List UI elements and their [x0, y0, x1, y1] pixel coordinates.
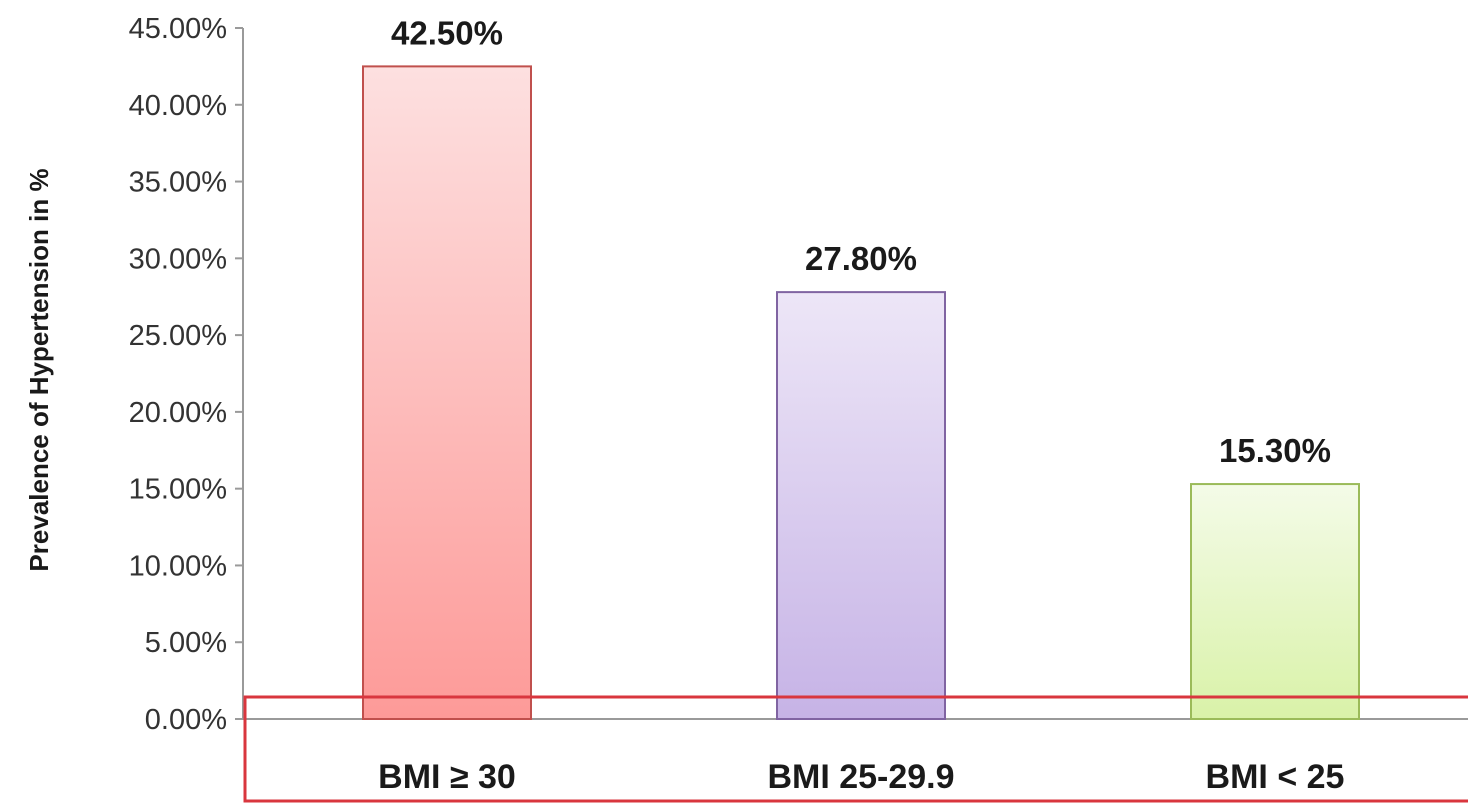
category-label: BMI 25-29.9: [767, 758, 954, 796]
y-tick-label: 25.00%: [129, 320, 227, 352]
y-tick-label: 5.00%: [145, 627, 227, 659]
value-labels: 42.50% 27.80% 15.30%: [391, 14, 1331, 469]
bar: [362, 65, 532, 720]
y-tick-label: 35.00%: [129, 167, 227, 199]
y-tick-label: 45.00%: [129, 13, 227, 45]
y-tick-label: 40.00%: [129, 90, 227, 122]
y-axis-title-group: Prevalence of Hypertension in %: [24, 168, 54, 571]
bar-value-label: 27.80%: [805, 240, 917, 277]
category-label: BMI < 25: [1206, 758, 1345, 796]
y-ticks: 0.00% 5.00% 10.00% 15.00% 20.00% 25.00% 30.00%…: [129, 13, 243, 736]
highlight-annotation: [243, 695, 1468, 803]
bar-value-label: 42.50%: [391, 14, 503, 51]
y-tick-label: 20.00%: [129, 397, 227, 429]
y-tick-label: 10.00%: [129, 550, 227, 582]
y-tick-label: 0.00%: [145, 704, 227, 736]
y-axis-title: Prevalence of Hypertension in %: [24, 168, 54, 571]
category-label: BMI ≥ 30: [378, 758, 516, 796]
bar: [776, 291, 946, 720]
bar: [1190, 483, 1360, 720]
highlight-box: [243, 695, 1468, 803]
bars: [362, 65, 1360, 720]
category-labels: BMI ≥ 30 BMI 25-29.9 BMI < 25: [378, 758, 1344, 796]
bar-value-label: 15.30%: [1219, 432, 1331, 469]
y-tick-label: 30.00%: [129, 243, 227, 275]
y-tick-label: 15.00%: [129, 474, 227, 506]
